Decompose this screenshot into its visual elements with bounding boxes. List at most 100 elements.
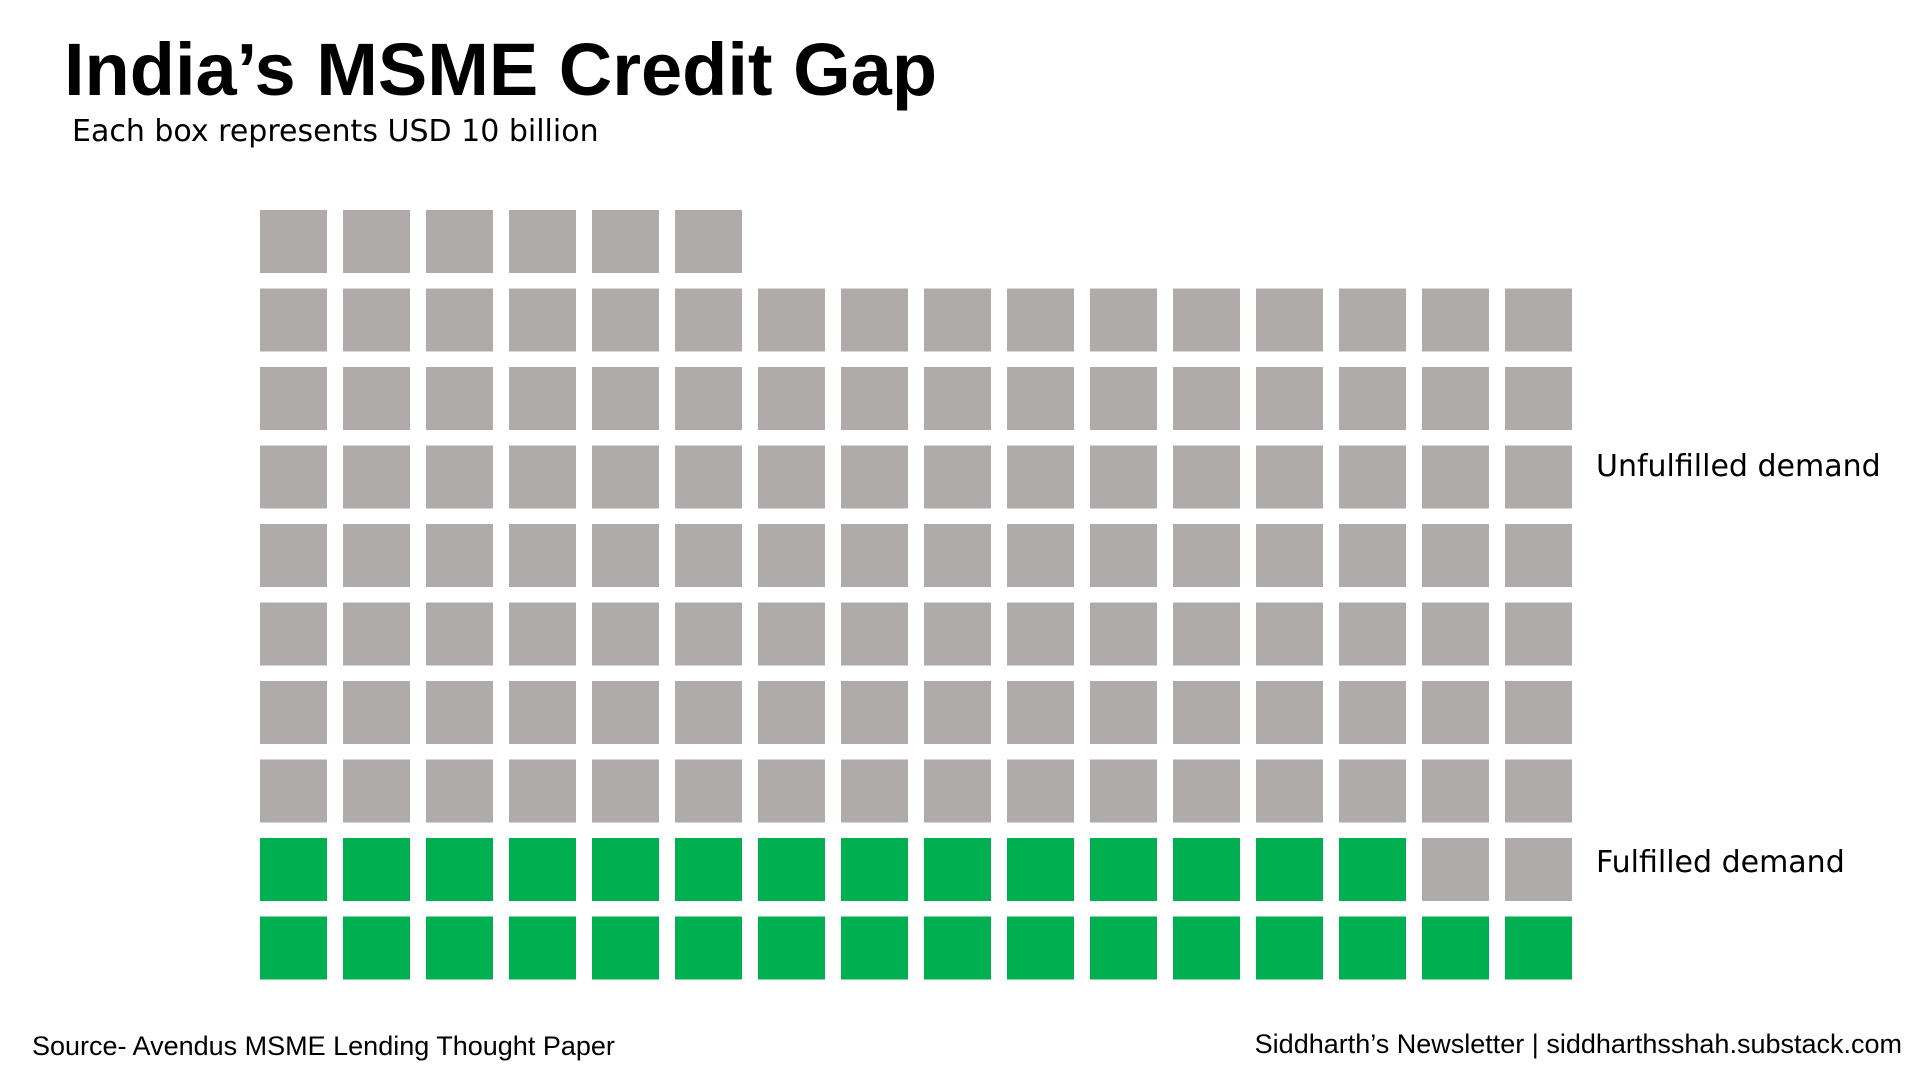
unfulfilled-demand-box — [675, 210, 742, 273]
fulfilled-demand-box — [841, 838, 908, 901]
unfulfilled-demand-box — [1173, 524, 1240, 587]
unfulfilled-demand-box — [260, 288, 327, 352]
unfulfilled-demand-box — [1173, 288, 1240, 352]
unfulfilled-demand-box — [1256, 524, 1323, 587]
unfulfilled-demand-box — [509, 681, 576, 744]
unfulfilled-demand-box — [343, 210, 410, 273]
unfulfilled-demand-box — [1007, 602, 1074, 666]
unfulfilled-demand-box — [592, 288, 659, 352]
unfulfilled-demand-box — [1422, 838, 1489, 901]
unfulfilled-demand-box — [841, 445, 908, 509]
unfulfilled-demand-box — [924, 288, 991, 352]
unfulfilled-demand-box — [1090, 524, 1157, 587]
fulfilled-demand-box — [1256, 838, 1323, 901]
unfulfilled-demand-box — [758, 524, 825, 587]
unfulfilled-demand-box — [1256, 681, 1323, 744]
unfulfilled-demand-box — [1007, 445, 1074, 509]
unfulfilled-demand-box — [841, 681, 908, 744]
newsletter-credit: Siddharth’s Newsletter | siddharthsshah.… — [1254, 1029, 1902, 1059]
unfulfilled-demand-box — [841, 602, 908, 666]
unfulfilled-demand-box — [426, 759, 493, 823]
source-note: Source- Avendus MSME Lending Thought Pap… — [32, 1031, 615, 1061]
unfulfilled-demand-box — [509, 602, 576, 666]
unfulfilled-demand-box — [592, 210, 659, 273]
fulfilled-demand-box — [1505, 916, 1572, 980]
unfulfilled-demand-box — [1090, 759, 1157, 823]
unfulfilled-demand-box — [1422, 524, 1489, 587]
chart-subtitle: Each box represents USD 10 billion — [72, 114, 599, 149]
fulfilled-demand-box — [1422, 916, 1489, 980]
unfulfilled-demand-box — [1090, 681, 1157, 744]
unfulfilled-demand-box — [1422, 681, 1489, 744]
unfulfilled-demand-box — [758, 602, 825, 666]
unfulfilled-demand-box — [841, 288, 908, 352]
unfulfilled-demand-box — [426, 367, 493, 430]
unfulfilled-demand-box — [675, 288, 742, 352]
unfulfilled-demand-box — [758, 681, 825, 744]
unfulfilled-demand-box — [924, 524, 991, 587]
unfulfilled-demand-box — [758, 759, 825, 823]
unfulfilled-demand-box — [1505, 524, 1572, 587]
fulfilled-demand-box — [426, 916, 493, 980]
fulfilled-demand-box — [509, 838, 576, 901]
unfulfilled-demand-box — [675, 445, 742, 509]
unfulfilled-demand-box — [924, 445, 991, 509]
fulfilled-demand-box — [758, 916, 825, 980]
fulfilled-demand-box — [343, 838, 410, 901]
unfulfilled-demand-box — [260, 445, 327, 509]
unfulfilled-demand-box — [509, 759, 576, 823]
unfulfilled-demand-box — [1007, 681, 1074, 744]
unfulfilled-demand-box — [675, 759, 742, 823]
fulfilled-demand-box — [841, 916, 908, 980]
fulfilled-demand-box — [1173, 838, 1240, 901]
unfulfilled-demand-box — [1422, 759, 1489, 823]
unfulfilled-demand-box — [924, 602, 991, 666]
unfulfilled-demand-box — [1007, 524, 1074, 587]
unfulfilled-demand-box — [260, 210, 327, 273]
fulfilled-demand-box — [1090, 838, 1157, 901]
fulfilled-demand-box — [343, 916, 410, 980]
unfulfilled-demand-box — [343, 367, 410, 430]
unfulfilled-demand-box — [1256, 759, 1323, 823]
unfulfilled-demand-box — [260, 681, 327, 744]
unfulfilled-demand-box — [260, 524, 327, 587]
fulfilled-demand-box — [675, 916, 742, 980]
unfulfilled-demand-box — [1422, 288, 1489, 352]
fulfilled-demand-box — [260, 838, 327, 901]
unfulfilled-demand-box — [592, 602, 659, 666]
unfulfilled-demand-box — [1339, 524, 1406, 587]
unfulfilled-demand-box — [1090, 288, 1157, 352]
unfulfilled-demand-box — [343, 288, 410, 352]
fulfilled-demand-box — [1339, 916, 1406, 980]
unfulfilled-demand-box — [1090, 445, 1157, 509]
unfulfilled-demand-box — [1505, 681, 1572, 744]
unfulfilled-demand-box — [509, 210, 576, 273]
unfulfilled-demand-box — [1505, 759, 1572, 823]
unfulfilled-demand-box — [343, 602, 410, 666]
unfulfilled-demand-box — [841, 524, 908, 587]
legend-unfulfilled-label: Unfulfilled demand — [1596, 449, 1881, 484]
unfulfilled-demand-box — [1007, 288, 1074, 352]
fulfilled-demand-box — [924, 838, 991, 901]
fulfilled-demand-box — [1256, 916, 1323, 980]
unfulfilled-demand-box — [592, 524, 659, 587]
unfulfilled-demand-box — [1339, 759, 1406, 823]
unfulfilled-demand-box — [1256, 602, 1323, 666]
unfulfilled-demand-box — [426, 445, 493, 509]
unfulfilled-demand-box — [343, 445, 410, 509]
unfulfilled-demand-box — [1173, 367, 1240, 430]
fulfilled-demand-box — [426, 838, 493, 901]
unfulfilled-demand-box — [924, 681, 991, 744]
unfulfilled-demand-box — [509, 524, 576, 587]
unfulfilled-demand-box — [343, 759, 410, 823]
unfulfilled-demand-box — [758, 367, 825, 430]
fulfilled-demand-box — [260, 916, 327, 980]
fulfilled-demand-box — [509, 916, 576, 980]
unfulfilled-demand-box — [675, 524, 742, 587]
fulfilled-demand-box — [1339, 838, 1406, 901]
unfulfilled-demand-box — [592, 445, 659, 509]
unfulfilled-demand-box — [1339, 445, 1406, 509]
unfulfilled-demand-box — [1256, 367, 1323, 430]
unfulfilled-demand-box — [924, 759, 991, 823]
